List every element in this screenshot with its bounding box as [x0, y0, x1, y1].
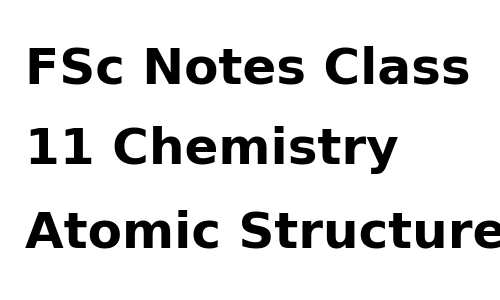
Text: 11 Chemistry: 11 Chemistry: [25, 126, 399, 174]
Text: FSc Notes Class: FSc Notes Class: [25, 45, 470, 93]
Text: Atomic Structure: Atomic Structure: [25, 210, 500, 258]
